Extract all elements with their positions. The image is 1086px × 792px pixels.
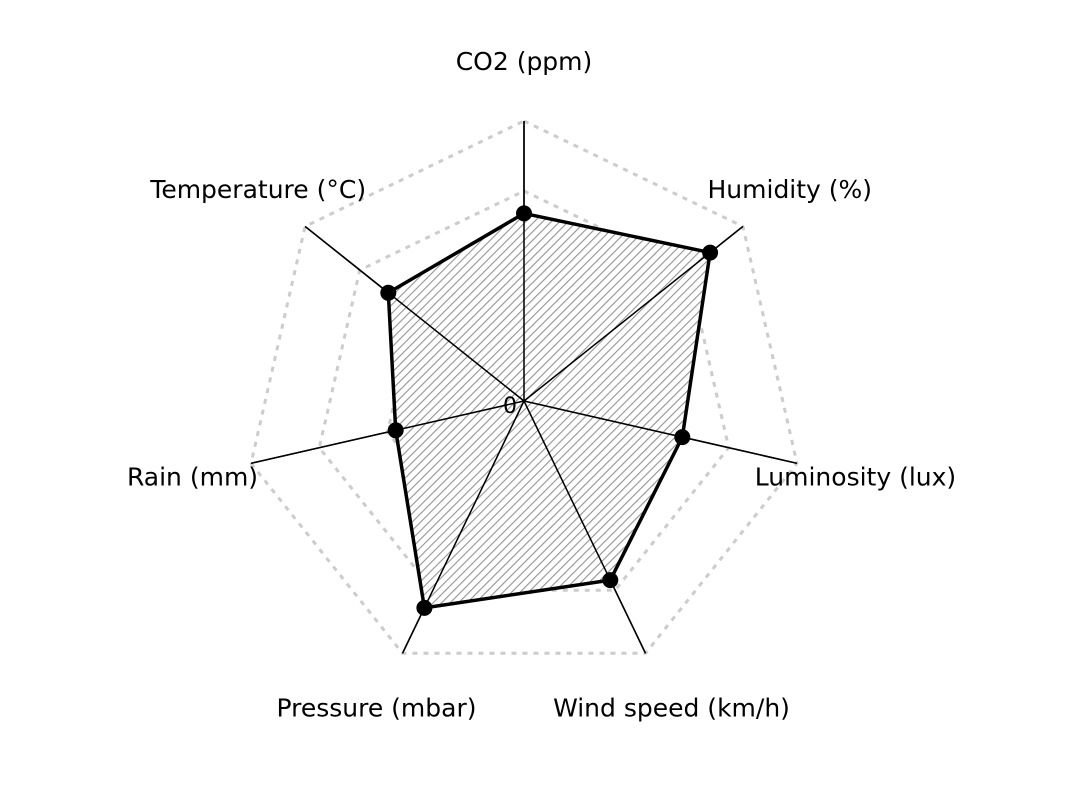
data-point-5 xyxy=(416,599,433,616)
data-point-4 xyxy=(602,572,619,589)
axis-label-4: Wind speed (km/h) xyxy=(553,693,790,722)
series-area xyxy=(386,211,712,610)
axis-label-2: Humidity (%) xyxy=(708,175,873,204)
data-point-7 xyxy=(380,284,397,301)
spoke-overlay-3 xyxy=(523,400,798,465)
grid-ring-4 xyxy=(249,119,799,655)
axis-labels: CO2 (ppm) Humidity (%) Luminosity (lux) Win… xyxy=(127,47,956,722)
axis-label-1: CO2 (ppm) xyxy=(456,47,593,76)
spoke-overlay-7 xyxy=(304,225,525,402)
data-point-3 xyxy=(674,429,691,446)
axis-label-5: Pressure (mbar) xyxy=(276,693,476,722)
spoke-overlay-6 xyxy=(250,400,525,465)
spoke-overlay-4 xyxy=(523,400,647,654)
axis-label-7: Temperature (°C) xyxy=(149,175,366,204)
axis-label-6: Rain (mm) xyxy=(127,463,258,492)
data-point-2 xyxy=(702,244,719,261)
data-point-1 xyxy=(516,205,532,222)
center-tick-label: 0 xyxy=(503,394,517,419)
radar-series xyxy=(250,121,798,654)
data-point-6 xyxy=(387,422,404,439)
axis-label-3: Luminosity (lux) xyxy=(755,463,956,492)
